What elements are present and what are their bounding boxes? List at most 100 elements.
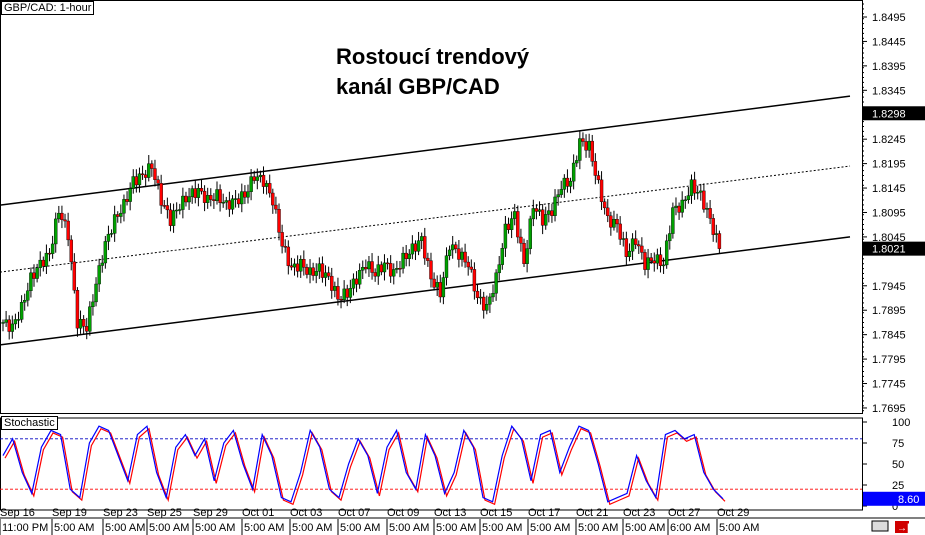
candle-bear xyxy=(519,236,523,244)
candle-bull xyxy=(485,303,489,311)
candle-bull xyxy=(410,243,415,255)
candle-bear xyxy=(302,259,306,268)
candle-bear xyxy=(708,208,712,219)
candle-bear xyxy=(581,138,585,142)
scroll-lock-button[interactable] xyxy=(871,520,889,532)
candle-bear xyxy=(326,272,331,277)
candle-bear xyxy=(426,257,430,261)
candle-bull xyxy=(578,138,582,161)
candle-bear xyxy=(596,175,601,181)
candle-bull xyxy=(689,179,694,196)
candle-bear xyxy=(289,265,294,268)
time-label: 5:00 AM xyxy=(105,522,145,534)
channel-upper-line xyxy=(0,95,851,206)
stoch-signal-line xyxy=(4,427,726,506)
candle-bull xyxy=(348,288,353,298)
candle-bull xyxy=(38,259,42,268)
price-tick-label: 1.7945 xyxy=(872,281,906,293)
candle-bear xyxy=(602,201,607,209)
candle-bull xyxy=(571,162,576,182)
candle-bull xyxy=(478,296,483,299)
candle-bull xyxy=(553,196,557,216)
candle-bear xyxy=(339,299,343,301)
candle-bear xyxy=(243,191,247,198)
candle-bull xyxy=(444,255,449,278)
candle-bull xyxy=(525,248,529,264)
candle-bear xyxy=(280,232,284,247)
candle-bear xyxy=(534,208,539,212)
candle-bear xyxy=(153,168,157,180)
candle-bear xyxy=(590,140,594,162)
candle-bull xyxy=(705,208,709,210)
candle-bull xyxy=(392,269,396,277)
candle-bull xyxy=(674,205,678,208)
stoch-tick-label: 25 xyxy=(892,480,904,492)
time-label: 5:00 AM xyxy=(482,522,522,534)
candle-bear xyxy=(72,261,77,291)
candle-bear xyxy=(193,188,197,198)
candle-bull xyxy=(112,214,117,234)
price-tick-label: 1.7795 xyxy=(872,354,906,366)
price-tick-label: 1.8495 xyxy=(872,12,906,24)
price-tick-label: 1.8095 xyxy=(872,207,906,219)
candle-bear xyxy=(143,174,148,178)
candle-bull xyxy=(699,190,703,193)
candle-bear xyxy=(165,205,170,211)
candle-bull xyxy=(205,195,210,203)
price-marker-label: 1.8298 xyxy=(872,108,906,120)
date-label: Oct 09 xyxy=(387,507,419,519)
price-tick-label: 1.8395 xyxy=(872,61,906,73)
candle-bull xyxy=(401,252,405,269)
candle-bull xyxy=(258,174,263,178)
candle-bear xyxy=(658,254,663,266)
candle-bear xyxy=(609,215,613,228)
candle-bull xyxy=(122,199,126,214)
candle-bear xyxy=(385,262,390,265)
candle-bear xyxy=(373,272,377,277)
candle-bull xyxy=(680,199,684,213)
candle-bear xyxy=(454,244,458,249)
candle-bear xyxy=(398,268,402,270)
symbol-label: GBP/CAD: 1-hour xyxy=(1,1,95,15)
candle-bull xyxy=(131,176,135,189)
shift-end-button[interactable] xyxy=(895,521,909,533)
candle-bear xyxy=(7,319,11,332)
candle-bull xyxy=(10,323,15,332)
date-label: Sep 25 xyxy=(147,507,182,519)
candle-bear xyxy=(649,257,653,261)
candle-bear xyxy=(354,278,359,285)
candle-bull xyxy=(128,188,132,202)
time-label: 5:00 AM xyxy=(625,522,665,534)
time-label: 5:00 AM xyxy=(292,522,332,534)
stoch-tick-label: 100 xyxy=(892,417,910,429)
candle-bear xyxy=(162,205,166,207)
candle-bull xyxy=(292,263,297,268)
candle-bull xyxy=(35,267,39,279)
candle-bear xyxy=(311,267,315,276)
candle-bull xyxy=(103,241,108,264)
candle-bull xyxy=(395,268,399,270)
channel-middle-line xyxy=(0,165,851,273)
candle-bull xyxy=(630,238,635,252)
candle-bear xyxy=(711,218,715,235)
candle-bull xyxy=(568,180,573,187)
candle-bull xyxy=(361,267,365,271)
annotation-line-1: Rostoucí trendový xyxy=(336,44,530,69)
candle-bear xyxy=(261,174,266,187)
time-label: 5:00 AM xyxy=(149,522,189,534)
candle-bear xyxy=(584,141,588,151)
price-tick-label: 1.7695 xyxy=(872,403,906,415)
candle-bear xyxy=(475,290,480,298)
date-label: Sep 16 xyxy=(0,507,35,519)
candle-bear xyxy=(336,286,340,300)
candle-bull xyxy=(78,319,83,329)
candle-bear xyxy=(618,223,622,240)
candle-bear xyxy=(540,209,545,226)
candle-bear xyxy=(218,189,222,203)
candle-bear xyxy=(295,263,300,272)
candle-bear xyxy=(599,179,604,202)
stoch-tick-label: 75 xyxy=(892,438,904,450)
price-tick-label: 1.8245 xyxy=(872,134,906,146)
candle-bull xyxy=(174,209,179,212)
